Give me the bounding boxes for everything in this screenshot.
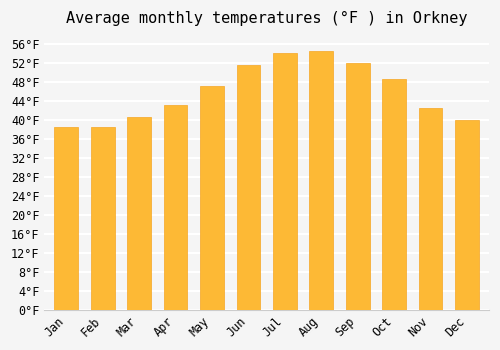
Bar <box>382 79 406 310</box>
Bar <box>128 117 151 310</box>
Bar <box>455 120 479 310</box>
Title: Average monthly temperatures (°F ) in Orkney: Average monthly temperatures (°F ) in Or… <box>66 11 468 26</box>
Bar <box>346 63 370 310</box>
Bar <box>419 108 442 310</box>
Bar <box>164 105 188 310</box>
Bar <box>310 51 333 310</box>
Bar <box>54 127 78 310</box>
Bar <box>236 65 260 310</box>
Bar <box>200 86 224 310</box>
Bar <box>273 53 296 310</box>
Bar <box>91 127 114 310</box>
